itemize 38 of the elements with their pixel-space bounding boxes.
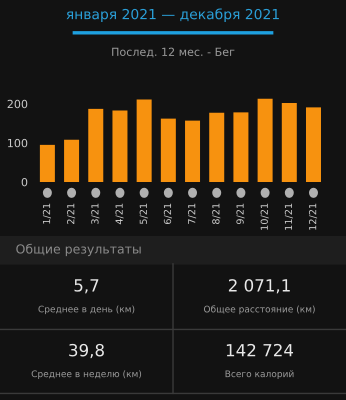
x-tick-label: 12/21 bbox=[308, 204, 318, 230]
x-tick-label: 4/21 bbox=[115, 204, 124, 224]
bar bbox=[136, 100, 152, 182]
y-tick-label: 200 bbox=[8, 100, 28, 108]
x-tick-label: 1/21 bbox=[42, 204, 51, 224]
bar bbox=[185, 120, 200, 182]
text: Общее расстояние (км) bbox=[204, 305, 315, 314]
bar bbox=[282, 103, 297, 182]
bar bbox=[209, 112, 224, 182]
text: 5,7 bbox=[74, 279, 98, 294]
x-tick-label: 11/21 bbox=[284, 204, 293, 230]
chart-title: января 2021 — декабря 2021 bbox=[66, 8, 279, 22]
x-tick-label: 8/21 bbox=[212, 204, 220, 224]
x-tick-label: 3/21 bbox=[91, 204, 100, 224]
y-tick-label: 0 bbox=[22, 178, 28, 186]
bar bbox=[112, 110, 128, 182]
text: 39,8 bbox=[69, 344, 104, 358]
text: Среднее в день (км) bbox=[38, 305, 134, 314]
x-tick-label: 5/21 bbox=[140, 204, 148, 224]
text: Всего калорий bbox=[226, 370, 294, 379]
bar bbox=[306, 107, 321, 182]
text: Среднее в неделю (км) bbox=[32, 370, 142, 379]
bar bbox=[64, 140, 80, 182]
chart-subtitle: Послед. 12 мес. - Бег bbox=[112, 48, 234, 58]
y-tick-label: 100 bbox=[8, 138, 28, 148]
bar bbox=[40, 144, 55, 182]
x-tick-label: 10/21 bbox=[260, 204, 269, 230]
x-tick-label: 9/21 bbox=[236, 204, 245, 224]
text: 142 724 bbox=[226, 344, 294, 356]
x-tick-label: 7/21 bbox=[188, 204, 196, 224]
bar bbox=[88, 108, 104, 182]
bar bbox=[160, 118, 176, 182]
bar bbox=[233, 112, 248, 182]
x-tick-label: 2/21 bbox=[67, 204, 76, 224]
bar bbox=[258, 98, 273, 182]
x-tick-label: 6/21 bbox=[164, 204, 172, 224]
text: Общие результаты bbox=[16, 244, 141, 256]
text: 2 071,1 bbox=[228, 279, 290, 294]
